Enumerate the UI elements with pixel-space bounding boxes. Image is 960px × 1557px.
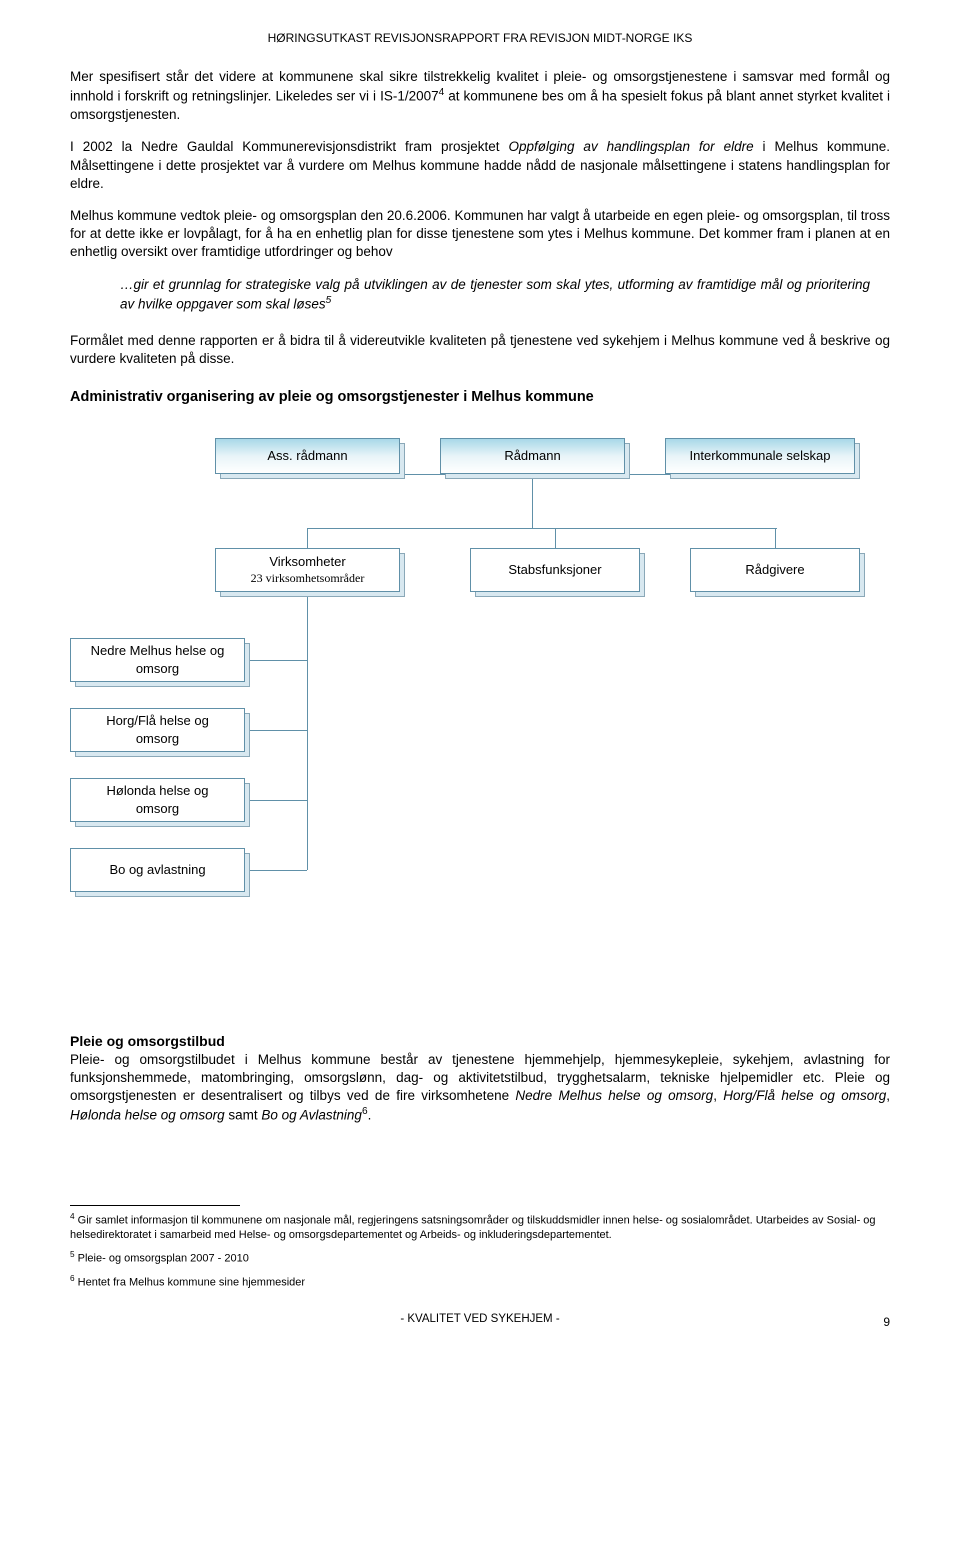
org-label: Rådmann [504, 447, 560, 465]
org-label: Ass. rådmann [267, 447, 347, 465]
org-label: Rådgivere [745, 561, 804, 579]
org-box-radgivere: Rådgivere [690, 548, 860, 592]
org-label: Bo og avlastning [109, 861, 205, 879]
footnotes: 4 Gir samlet informasjon til kommunene o… [70, 1205, 890, 1290]
paragraph-2: I 2002 la Nedre Gauldal Kommunerevisjons… [70, 138, 890, 193]
org-label: Interkommunale selskap [690, 447, 831, 465]
connector [250, 800, 307, 801]
connector [307, 528, 777, 529]
org-box-nedre-melhus: Nedre Melhus helse og omsorg [70, 638, 245, 682]
admin-heading: Administrativ organisering av pleie og o… [70, 388, 890, 408]
p5-i4: Bo og Avlastning [261, 1108, 362, 1123]
connector [250, 660, 307, 661]
p2-text-a: I 2002 la Nedre Gauldal Kommunerevisjons… [70, 139, 508, 154]
footnote-5: 5 Pleie- og omsorgsplan 2007 - 2010 [70, 1250, 890, 1266]
org-box-stabsfunksjoner: Stabsfunksjoner [470, 548, 640, 592]
footnote-text: Pleie- og omsorgsplan 2007 - 2010 [75, 1253, 249, 1265]
org-label: Stabsfunksjoner [508, 561, 601, 579]
org-label: Nedre Melhus helse og omsorg [91, 642, 225, 677]
connector [555, 528, 556, 548]
org-sublabel: 23 virksomhetsområder [251, 570, 365, 586]
connector [250, 870, 307, 871]
org-box-virksomheter: Virksomheter 23 virksomhetsområder [215, 548, 400, 592]
p2-italic: Oppfølging av handlingsplan for eldre [508, 139, 753, 154]
org-chart: Ass. rådmann Rådmann Interkommunale sels… [70, 428, 890, 1008]
paragraph-5: Pleie- og omsorgstilbudet i Melhus kommu… [70, 1051, 890, 1125]
org-box-horg-fla: Horg/Flå helse og omsorg [70, 708, 245, 752]
footnote-4: 4 Gir samlet informasjon til kommunene o… [70, 1212, 890, 1242]
connector [775, 528, 776, 548]
quote-block: …gir et grunnlag for strategiske valg på… [120, 276, 870, 314]
footnote-ref-5: 5 [326, 295, 332, 306]
p5-d: samt [225, 1108, 262, 1123]
org-label: Hølonda helse og omsorg [107, 782, 209, 817]
connector [307, 528, 308, 548]
paragraph-3: Melhus kommune vedtok pleie- og omsorgsp… [70, 207, 890, 262]
footnote-text: Gir samlet informasjon til kommunene om … [70, 1215, 876, 1241]
footnote-text: Hentet fra Melhus kommune sine hjemmesid… [75, 1277, 305, 1289]
p5-e: . [368, 1108, 372, 1123]
connector [250, 730, 307, 731]
org-label: Horg/Flå helse og omsorg [106, 712, 209, 747]
p5-c: , [886, 1088, 890, 1103]
org-box-holonda: Hølonda helse og omsorg [70, 778, 245, 822]
p5-i2: Horg/Flå helse og omsorg [723, 1088, 886, 1103]
p5-i1: Nedre Melhus helse og omsorg [515, 1088, 713, 1103]
org-box-bo-avlastning: Bo og avlastning [70, 848, 245, 892]
paragraph-1: Mer spesifisert står det videre at kommu… [70, 68, 890, 124]
quote-text: …gir et grunnlag for strategiske valg på… [120, 277, 870, 312]
footnote-rule [70, 1205, 240, 1206]
org-box-radmann: Rådmann [440, 438, 625, 474]
org-box-ass-radmann: Ass. rådmann [215, 438, 400, 474]
p5-i3: Hølonda helse og omsorg [70, 1108, 225, 1123]
footnote-6: 6 Hentet fra Melhus kommune sine hjemmes… [70, 1274, 890, 1290]
connector [307, 592, 308, 870]
page-header: HØRINGSUTKAST REVISJONSRAPPORT FRA REVIS… [70, 30, 890, 46]
org-label: Virksomheter [269, 553, 345, 571]
org-box-interkommunale: Interkommunale selskap [665, 438, 855, 474]
section-pleie-omsorg: Pleie og omsorgstilbud Pleie- og omsorgs… [70, 1032, 890, 1126]
subheading-pleie: Pleie og omsorgstilbud [70, 1033, 225, 1049]
paragraph-4: Formålet med denne rapporten er å bidra … [70, 332, 890, 368]
p5-b: , [713, 1088, 723, 1103]
